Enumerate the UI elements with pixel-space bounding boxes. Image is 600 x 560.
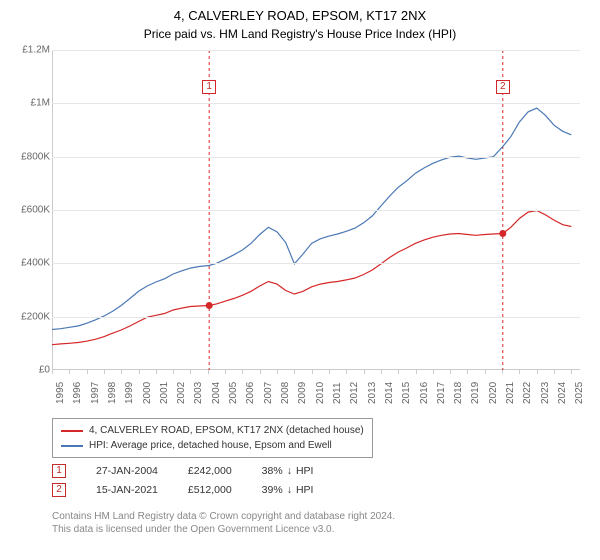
sale-hpi-2: 39% ↓ HPI (262, 481, 314, 500)
xtick-label: 2022 (522, 382, 533, 404)
xtick-label: 2024 (557, 382, 568, 404)
xtick-label: 2001 (159, 382, 170, 404)
xtick-label: 1998 (107, 382, 118, 404)
series-property (52, 211, 571, 345)
xtick-label: 2025 (574, 382, 585, 404)
ytick-label: £0 (10, 365, 50, 376)
series-hpi (52, 108, 571, 329)
sale-date-2: 15-JAN-2021 (96, 481, 158, 500)
footer-line1: Contains HM Land Registry data © Crown c… (52, 510, 395, 523)
sale-hpi-1: 38% ↓ HPI (262, 462, 314, 481)
xtick-label: 2016 (419, 382, 430, 404)
sales-table: 1 27-JAN-2004 £242,000 38% ↓ HPI 2 15-JA… (52, 462, 313, 500)
xtick-label: 1999 (124, 382, 135, 404)
gridline (52, 317, 580, 318)
xtick-label: 1997 (90, 382, 101, 404)
legend-label-hpi: HPI: Average price, detached house, Epso… (89, 438, 332, 453)
sale-row-1: 1 27-JAN-2004 £242,000 38% ↓ HPI (52, 462, 313, 481)
legend-item-hpi: HPI: Average price, detached house, Epso… (61, 438, 364, 453)
chart-container: 4, CALVERLEY ROAD, EPSOM, KT17 2NX Price… (0, 0, 600, 560)
ytick-label: £1M (10, 98, 50, 109)
legend: 4, CALVERLEY ROAD, EPSOM, KT17 2NX (deta… (52, 418, 373, 458)
legend-item-property: 4, CALVERLEY ROAD, EPSOM, KT17 2NX (deta… (61, 423, 364, 438)
xtick-label: 2020 (488, 382, 499, 404)
chart-title: 4, CALVERLEY ROAD, EPSOM, KT17 2NX (0, 0, 600, 25)
xtick-label: 2003 (193, 382, 204, 404)
gridline (52, 210, 580, 211)
legend-swatch-property (61, 430, 83, 432)
footer: Contains HM Land Registry data © Crown c… (52, 510, 395, 536)
gridline (52, 157, 580, 158)
xtick-label: 2014 (384, 382, 395, 404)
sale-date-1: 27-JAN-2004 (96, 462, 158, 481)
sale-price-2: £512,000 (188, 481, 232, 500)
xtick-label: 2008 (280, 382, 291, 404)
sale-badge-2: 2 (52, 483, 66, 497)
xtick-label: 1996 (72, 382, 83, 404)
xtick-label: 2011 (332, 382, 343, 404)
sale-point-icon (206, 302, 213, 309)
xtick-label: 2023 (540, 382, 551, 404)
ytick-label: £200K (10, 311, 50, 322)
ytick-label: £600K (10, 205, 50, 216)
gridline (52, 50, 580, 51)
xtick-label: 2007 (263, 382, 274, 404)
xtick-label: 2017 (436, 382, 447, 404)
chart-subtitle: Price paid vs. HM Land Registry's House … (0, 25, 600, 43)
xtick-label: 2004 (211, 382, 222, 404)
xtick-label: 2005 (228, 382, 239, 404)
chart-area: £0£200K£400K£600K£800K£1M£1.2M1995199619… (10, 50, 590, 410)
xtick-label: 2021 (505, 382, 516, 404)
down-arrow-icon: ↓ (287, 481, 292, 500)
down-arrow-icon: ↓ (287, 462, 292, 481)
xtick-label: 2018 (453, 382, 464, 404)
xtick-label: 1995 (55, 382, 66, 404)
ytick-label: £400K (10, 258, 50, 269)
sale-price-1: £242,000 (188, 462, 232, 481)
xtick-label: 2002 (176, 382, 187, 404)
sale-row-2: 2 15-JAN-2021 £512,000 39% ↓ HPI (52, 481, 313, 500)
gridline (52, 103, 580, 104)
gridline (52, 263, 580, 264)
sale-point-icon (499, 230, 506, 237)
legend-label-property: 4, CALVERLEY ROAD, EPSOM, KT17 2NX (deta… (89, 423, 364, 438)
xtick-label: 2013 (367, 382, 378, 404)
xtick-label: 2006 (245, 382, 256, 404)
sale-badge-1: 1 (52, 464, 66, 478)
ytick-label: £1.2M (10, 45, 50, 56)
xtick-label: 2000 (142, 382, 153, 404)
xtick-label: 2015 (401, 382, 412, 404)
xtick-label: 2012 (349, 382, 360, 404)
footer-line2: This data is licensed under the Open Gov… (52, 523, 395, 536)
xtick-label: 2019 (470, 382, 481, 404)
xtick-label: 2010 (315, 382, 326, 404)
sale-marker-badge: 2 (496, 80, 510, 94)
ytick-label: £800K (10, 151, 50, 162)
sale-marker-badge: 1 (202, 80, 216, 94)
legend-swatch-hpi (61, 445, 83, 447)
xtick-label: 2009 (297, 382, 308, 404)
